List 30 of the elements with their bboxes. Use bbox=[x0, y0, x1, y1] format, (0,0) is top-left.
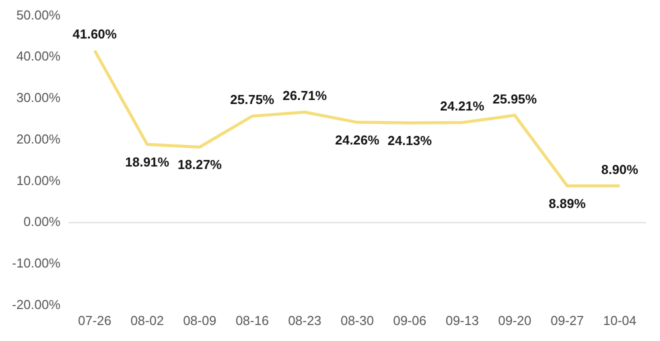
x-tick-label: 08-23 bbox=[288, 312, 322, 328]
data-label: 25.95% bbox=[492, 91, 538, 106]
y-tick-label: -10.00% bbox=[12, 256, 61, 271]
x-tick-label: 08-30 bbox=[340, 312, 374, 328]
data-label: 18.91% bbox=[125, 154, 170, 170]
x-tick-label: 08-16 bbox=[236, 312, 269, 328]
data-label: 41.60% bbox=[72, 26, 118, 42]
y-tick-label: 0.00% bbox=[24, 214, 61, 230]
x-tick-label: 07-26 bbox=[78, 312, 112, 328]
x-tick-label: 09-27 bbox=[550, 312, 584, 328]
data-label: 25.75% bbox=[230, 92, 275, 108]
x-tick-label: 09-06 bbox=[393, 312, 426, 328]
data-label: 18.27% bbox=[178, 157, 222, 172]
x-tick-label: 10-04 bbox=[603, 312, 636, 328]
y-tick-label: 40.00% bbox=[16, 48, 61, 64]
y-tick-label: 50.00% bbox=[16, 7, 61, 22]
data-label: 24.21% bbox=[440, 98, 485, 114]
data-label: 8.89% bbox=[548, 196, 586, 211]
data-label: 24.13% bbox=[388, 132, 432, 148]
data-label: 24.26% bbox=[335, 132, 380, 148]
y-tick-label: 20.00% bbox=[16, 131, 61, 146]
x-tick-label: 09-20 bbox=[498, 312, 532, 328]
x-tick-label: 08-09 bbox=[183, 312, 216, 328]
data-label: 26.71% bbox=[282, 88, 328, 104]
y-tick-label: 30.00% bbox=[16, 90, 61, 106]
y-tick-label: -20.00% bbox=[12, 296, 61, 312]
y-tick-label: 10.00% bbox=[16, 172, 61, 188]
data-label: 8.90% bbox=[601, 162, 639, 177]
x-tick-label: 09-13 bbox=[446, 312, 479, 328]
x-tick-label: 08-02 bbox=[130, 312, 164, 328]
